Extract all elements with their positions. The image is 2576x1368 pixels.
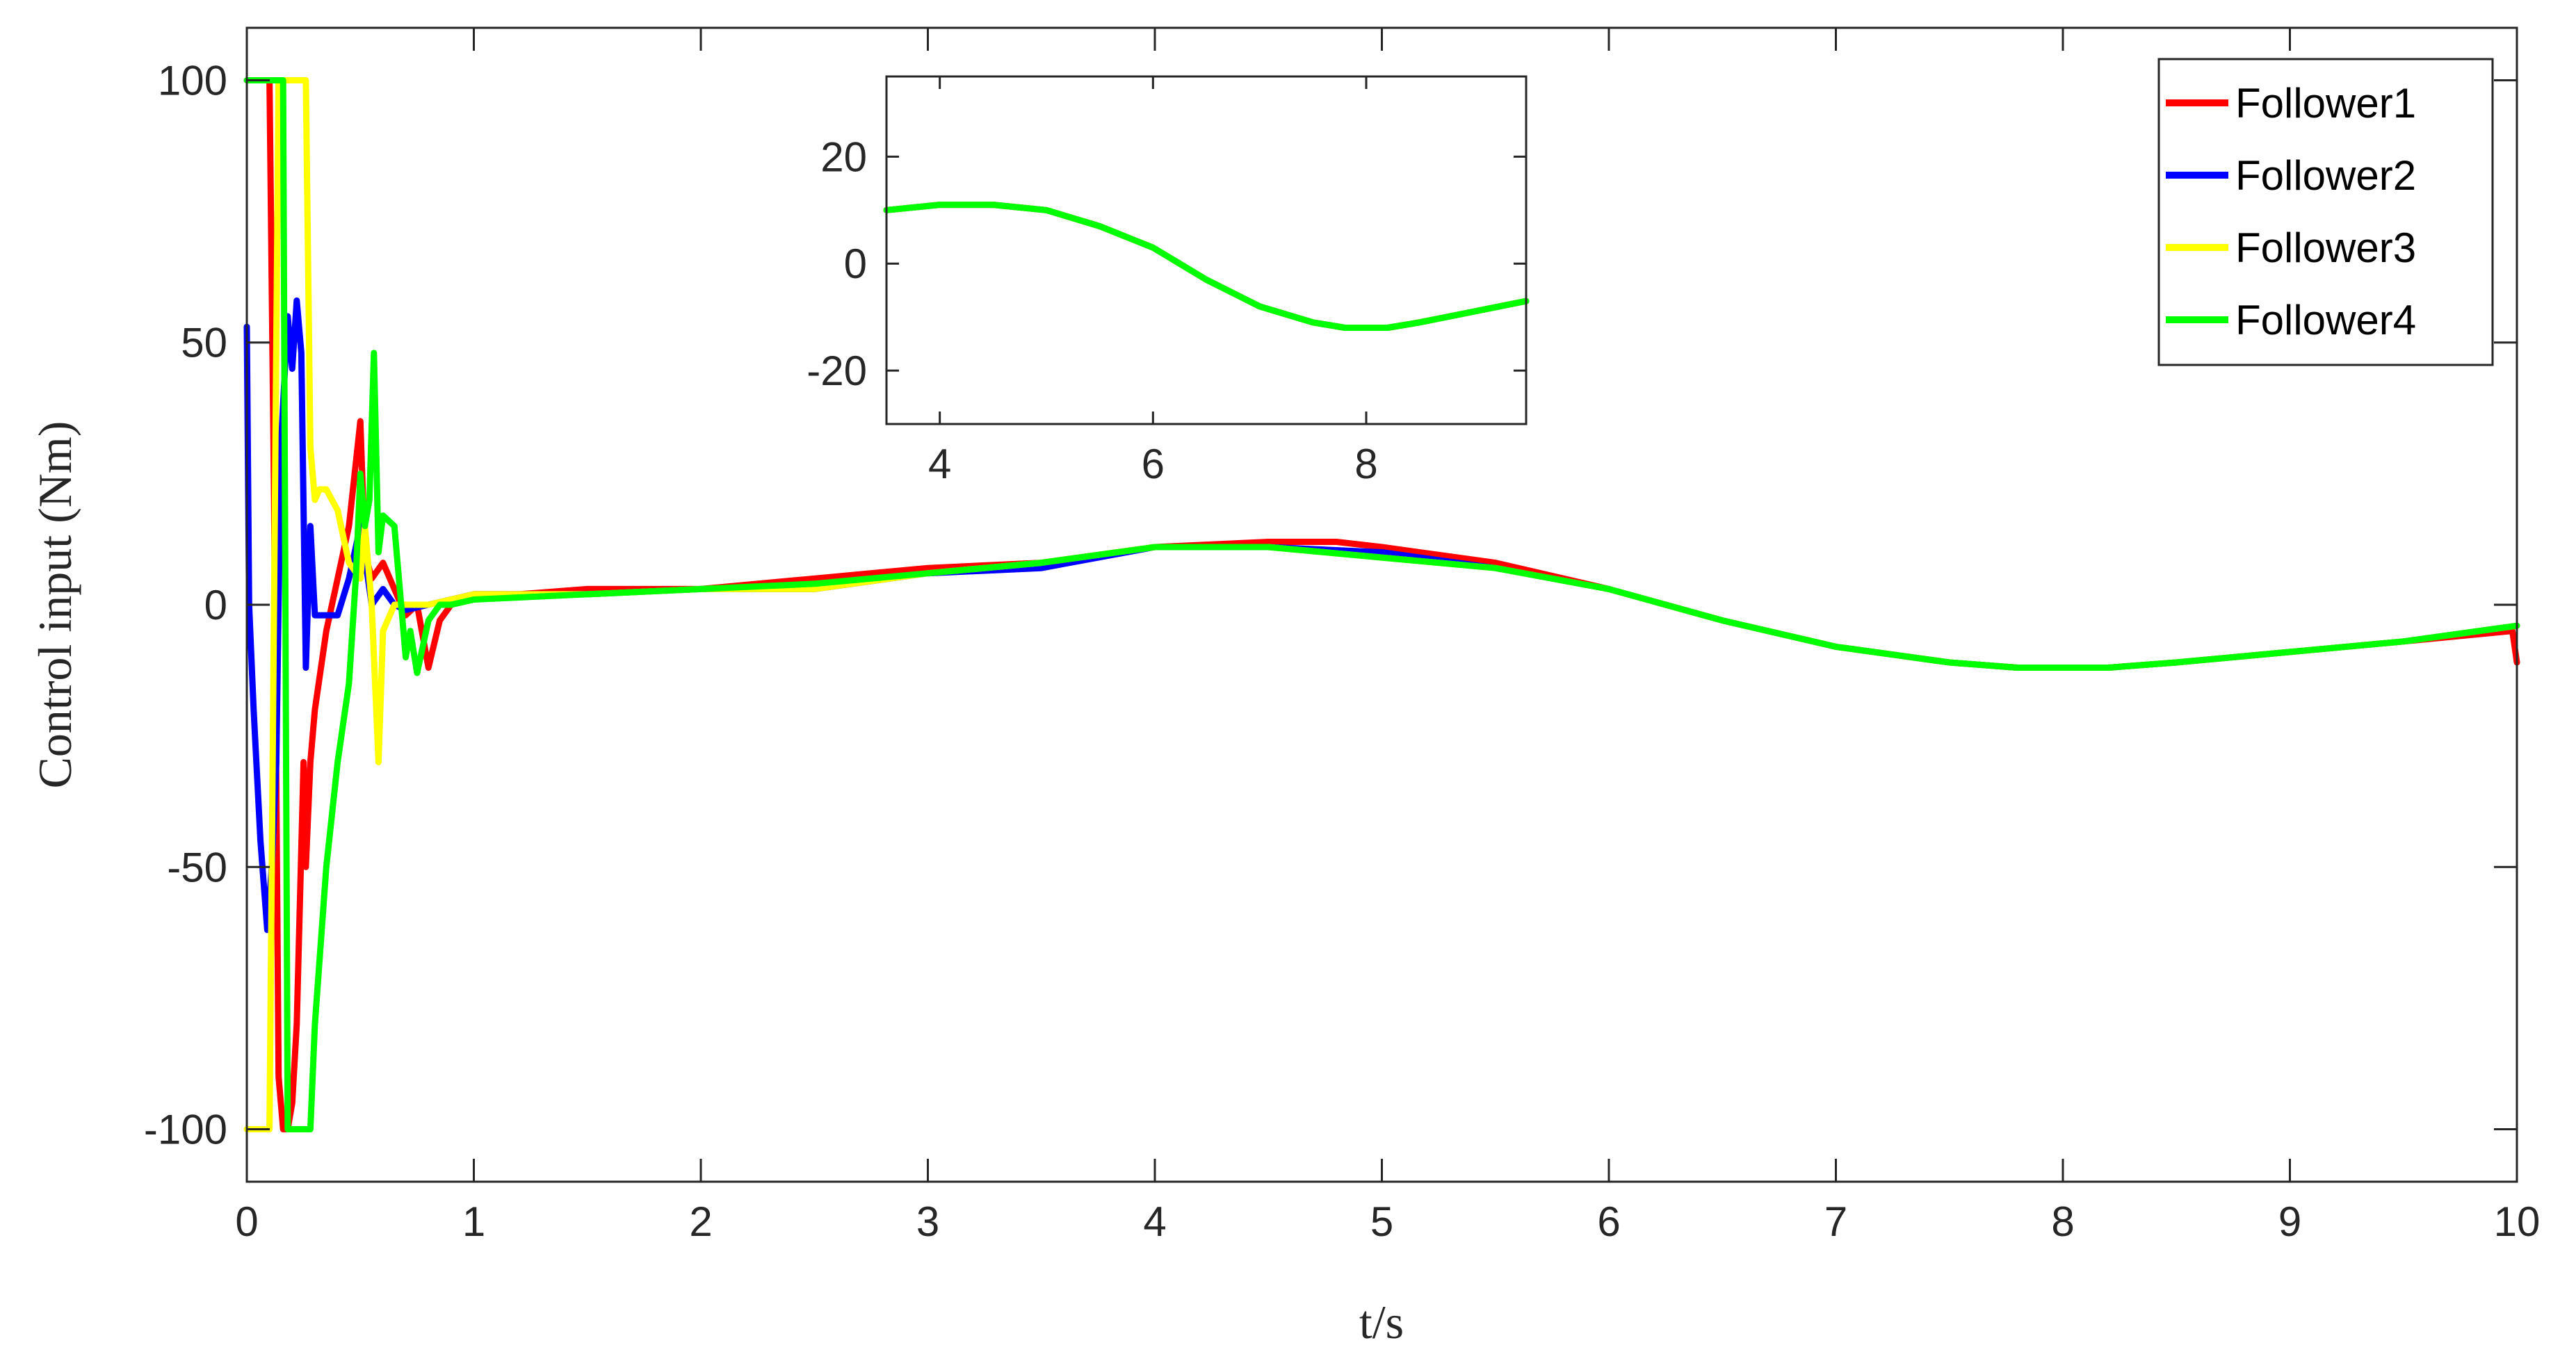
main-x-tick-label: 3 (916, 1198, 939, 1245)
inset-plot-lines (883, 202, 1530, 331)
main-y-tick-label: -100 (144, 1107, 227, 1153)
main-y-tick-label: 50 (181, 320, 227, 366)
inset-y-ticks: -20 0 20 (807, 133, 1526, 394)
main-plot-lines (243, 77, 2520, 1132)
main-y-tick-label: 0 (204, 582, 227, 628)
inset-x-tick-label: 6 (1142, 441, 1165, 487)
inset-x-tick-label: 8 (1354, 441, 1377, 487)
legend-label-1: Follower1 (2235, 80, 2416, 127)
main-y-tick-label: -50 (167, 844, 227, 890)
inset-axes-box (885, 75, 1528, 425)
inset-x-ticks: 4 6 8 (928, 76, 1378, 487)
main-x-tick-label: 2 (689, 1198, 712, 1245)
main-x-tick-label: 6 (1597, 1198, 1620, 1245)
y-axis-label: Control input (Nm) (29, 421, 81, 789)
main-y-ticks: -100 -50 0 50 100 (144, 57, 2517, 1153)
main-x-tick-label: 1 (462, 1198, 485, 1245)
legend-label-4: Follower4 (2235, 297, 2416, 343)
inset-background (886, 76, 1526, 424)
inset-y-tick-label: 20 (820, 133, 867, 180)
main-x-tick-label: 10 (2494, 1198, 2541, 1245)
inset-y-tick-label: 0 (844, 241, 867, 287)
legend: Follower1 Follower2 Follower3 Follower4 (2157, 58, 2494, 366)
main-y-tick-label: 100 (158, 57, 227, 104)
main-axes: 0 1 2 3 4 5 6 7 8 9 10 -100 -50 0 50 100 t/s Control i… (29, 26, 2540, 1349)
inset-axes: 4 6 8 -20 0 20 (807, 75, 1530, 487)
main-x-tick-label: 4 (1143, 1198, 1166, 1245)
legend-label-3: Follower3 (2235, 225, 2416, 271)
main-x-tick-label: 9 (2278, 1198, 2301, 1245)
inset-x-tick-label: 4 (928, 441, 951, 487)
legend-box (2157, 58, 2494, 366)
x-axis-label: t/s (1359, 1296, 1404, 1349)
main-x-tick-label: 0 (235, 1198, 258, 1245)
main-series-line-4 (243, 77, 2520, 1132)
main-x-tick-label: 8 (2051, 1198, 2074, 1245)
inset-y-tick-label: -20 (807, 348, 867, 394)
legend-label-2: Follower2 (2235, 152, 2416, 199)
main-x-tick-label: 5 (1370, 1198, 1393, 1245)
inset-series-line-4 (883, 202, 1530, 331)
main-x-tick-label: 7 (1824, 1198, 1847, 1245)
main-x-ticks: 0 1 2 3 4 5 6 7 8 9 10 (235, 28, 2540, 1245)
